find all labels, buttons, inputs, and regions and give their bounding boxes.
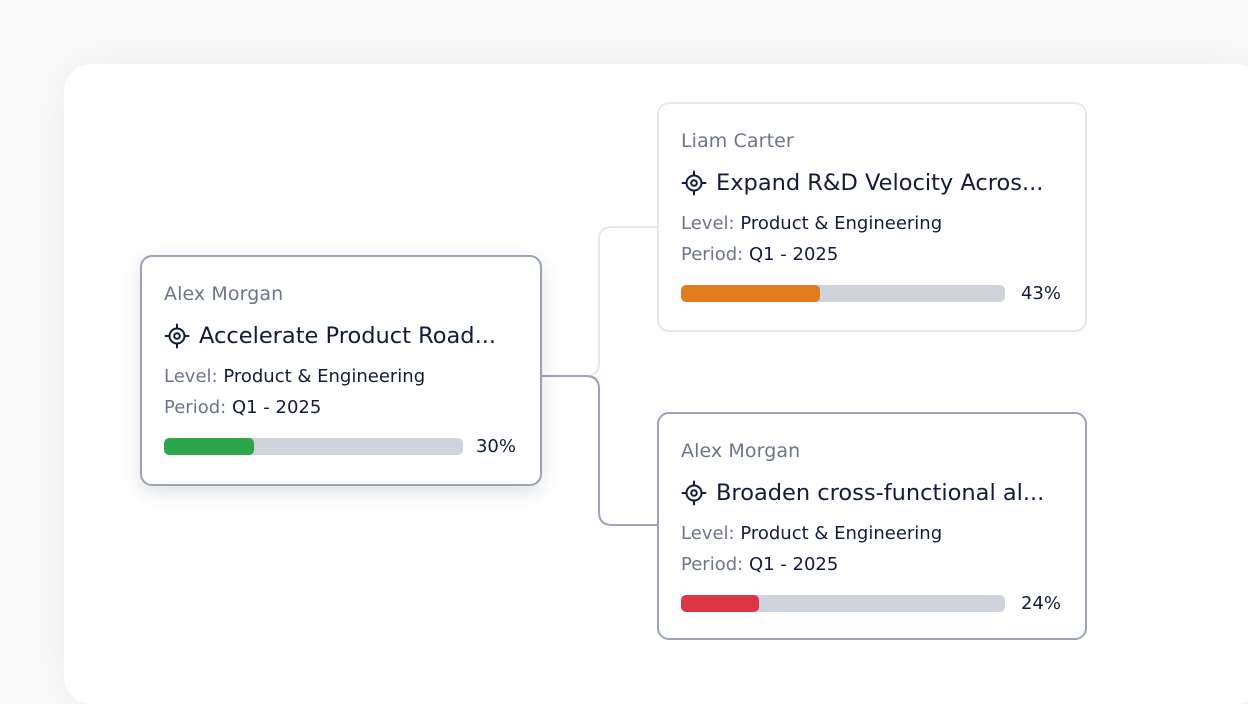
period-value: Q1 - 2025 <box>748 554 839 575</box>
progress-fill <box>164 438 254 455</box>
target-icon <box>681 170 707 196</box>
period-value: Q1 - 2025 <box>231 397 322 418</box>
target-icon <box>164 323 190 349</box>
progress-percent: 30% <box>475 436 516 457</box>
goal-period: Period: Q1 - 2025 <box>681 554 838 575</box>
progress-bar <box>681 285 1005 302</box>
goal-card-child-2[interactable]: Alex Morgan Broaden cross-functional al.… <box>657 412 1087 640</box>
level-label: Level: <box>164 366 218 387</box>
level-label: Level: <box>681 523 735 544</box>
progress-percent: 43% <box>1020 283 1061 304</box>
goal-period: Period: Q1 - 2025 <box>681 244 838 265</box>
level-label: Level: <box>681 213 735 234</box>
level-value: Product & Engineering <box>740 213 943 234</box>
goal-owner: Alex Morgan <box>164 283 284 305</box>
progress-fill <box>681 595 759 612</box>
goal-level: Level: Product & Engineering <box>681 523 942 544</box>
goal-title-row[interactable]: Broaden cross-functional al... <box>681 478 1065 508</box>
goal-level: Level: Product & Engineering <box>681 213 942 234</box>
goal-owner: Alex Morgan <box>681 440 801 462</box>
goal-period: Period: Q1 - 2025 <box>164 397 321 418</box>
level-value: Product & Engineering <box>740 523 943 544</box>
progress-fill <box>681 285 821 302</box>
goal-title: Broaden cross-functional al... <box>716 480 1045 506</box>
period-value: Q1 - 2025 <box>748 244 839 265</box>
goal-owner: Liam Carter <box>681 130 794 152</box>
progress-percent: 24% <box>1020 593 1061 614</box>
goal-card-child-1[interactable]: Liam Carter Expand R&D Velocity Acros...… <box>657 102 1087 332</box>
period-label: Period: <box>681 554 744 575</box>
goal-level: Level: Product & Engineering <box>164 366 425 387</box>
goal-title-row[interactable]: Accelerate Product Road... <box>164 321 520 351</box>
goal-title: Accelerate Product Road... <box>199 323 497 349</box>
goal-card-root[interactable]: Alex Morgan Accelerate Product Road... L… <box>140 255 542 486</box>
progress-bar <box>681 595 1005 612</box>
goal-title-row[interactable]: Expand R&D Velocity Acros... <box>681 168 1065 198</box>
level-value: Product & Engineering <box>223 366 426 387</box>
target-icon <box>681 480 707 506</box>
progress-bar <box>164 438 463 455</box>
goal-title: Expand R&D Velocity Acros... <box>716 170 1044 196</box>
period-label: Period: <box>164 397 227 418</box>
period-label: Period: <box>681 244 744 265</box>
